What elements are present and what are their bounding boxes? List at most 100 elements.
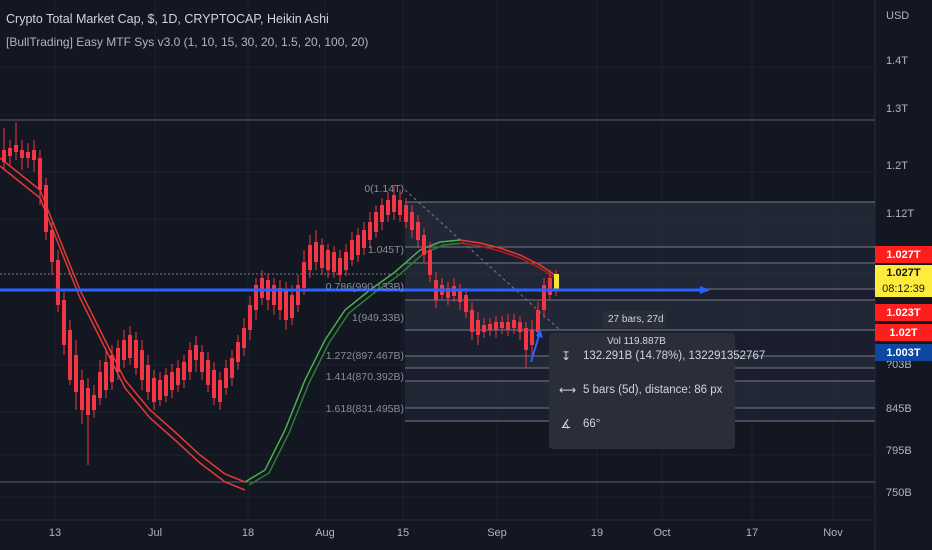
candle-body (470, 310, 474, 332)
bars-tooltip: 27 bars, 27d (602, 311, 666, 328)
x-tick: Jul (147, 527, 163, 539)
x-tick: Nov (823, 527, 843, 539)
moving-averages (0, 157, 556, 491)
candle-body (428, 250, 432, 275)
last-price-label: 1.027T (875, 265, 932, 281)
y-tick: 795B (886, 445, 912, 457)
bars-count: 27 bars, 27d (608, 314, 664, 325)
fib-band (405, 263, 875, 289)
candle-body (164, 375, 168, 396)
fib-label-1414: 1.414(870.392B) (325, 371, 404, 383)
vertical-range-icon: ↧ (560, 349, 572, 363)
candle-body (158, 380, 162, 400)
candle-body (218, 380, 222, 402)
candle-body (356, 235, 360, 255)
y-tick: 1.4T (886, 55, 909, 67)
candle-body (314, 242, 318, 262)
ma-red-upper (0, 157, 246, 483)
price-range-text: 132.291B (14.78%), 132291352767 (583, 350, 766, 362)
candle-body (20, 150, 24, 158)
candle-body (110, 355, 114, 382)
candle-body (26, 152, 30, 158)
candle-body (290, 295, 294, 318)
candle-body (98, 372, 102, 398)
fib-label-0: 0(1.14T) (364, 183, 404, 195)
candle-body (374, 212, 378, 232)
x-tick: 18 (241, 527, 255, 539)
candle-body (494, 322, 498, 330)
candle-body (362, 230, 366, 248)
y-tick: 845B (886, 403, 912, 415)
candle-body (14, 145, 18, 152)
candle-body (338, 258, 342, 275)
ma-green-upper (244, 239, 461, 483)
candle-body (500, 322, 504, 328)
candle-body (134, 340, 138, 368)
chart-title[interactable]: Crypto Total Market Cap, $, 1D, CRYPTOCA… (6, 12, 329, 26)
fib-label-0786: 0.786(990.133B) (325, 281, 404, 293)
fibonacci-retracement[interactable] (0, 119, 875, 483)
currency-label[interactable]: USD (886, 10, 910, 22)
y-tick: 1.3T (886, 103, 909, 115)
ma-red-lower (0, 165, 246, 491)
candle-body (188, 350, 192, 372)
candle-body (524, 328, 528, 350)
candle-body (518, 322, 522, 332)
angle-icon: ∡ (560, 417, 572, 431)
angle-row: ∡ 66° (559, 417, 601, 431)
candle-body (554, 274, 559, 290)
x-tick: 15 (396, 527, 410, 539)
candle-body (38, 158, 42, 190)
candle-body (104, 362, 108, 390)
candle-body (446, 288, 450, 298)
measure-arrow (530, 331, 541, 363)
candle-body (278, 288, 282, 310)
y-tick: ?03B (886, 359, 912, 371)
ma-red-upper-2 (459, 239, 556, 276)
fib-label-1618: 1.618(831.495B) (325, 403, 404, 415)
candle-body (254, 285, 258, 310)
candle-body (350, 240, 354, 260)
heikin-ashi-candles (2, 122, 559, 465)
candle-body (200, 352, 204, 372)
candle-body (404, 205, 408, 222)
candle-body (386, 200, 390, 215)
candle-body (530, 330, 534, 345)
candle-body (482, 325, 486, 332)
candle-body (380, 205, 384, 222)
y-tick: 1.2T (886, 160, 909, 172)
fib-band (405, 289, 875, 300)
candle-body (506, 322, 510, 330)
fib-trend-line (404, 189, 561, 331)
candle-body (44, 185, 48, 232)
candle-body (2, 150, 6, 162)
fib-label-1272: 1.272(897.467B) (325, 350, 404, 362)
x-tick: 13 (48, 527, 62, 539)
candle-body (146, 365, 150, 392)
candle-body (92, 395, 96, 410)
candle-body (170, 372, 174, 390)
bar-countdown: 08:12:39 (875, 281, 932, 297)
candle-body (548, 278, 552, 295)
candle-body (182, 362, 186, 380)
candle-body (332, 252, 336, 272)
measure-tooltip: Vol 119.887B ↧ 132.291B (14.78%), 132291… (549, 333, 765, 449)
candle-body (56, 260, 60, 305)
candle-body (296, 285, 300, 305)
candle-body (86, 388, 90, 415)
candle-body (194, 345, 198, 360)
bar-distance-row: ⟷ 5 bars (5d), distance: 86 px (559, 383, 722, 397)
candle-body (476, 320, 480, 335)
indicator-legend[interactable]: [BullTrading] Easy MTF Sys v3.0 (1, 10, … (6, 35, 369, 49)
x-tick: Aug (315, 527, 335, 539)
candle-body (542, 285, 546, 310)
candle-body (410, 212, 414, 230)
candle-body (248, 305, 252, 330)
candle-body (50, 230, 54, 262)
candle-body (74, 355, 78, 392)
candle-body (128, 335, 132, 358)
candle-body (398, 200, 402, 215)
candle-body (176, 368, 180, 385)
candle-body (80, 380, 84, 410)
